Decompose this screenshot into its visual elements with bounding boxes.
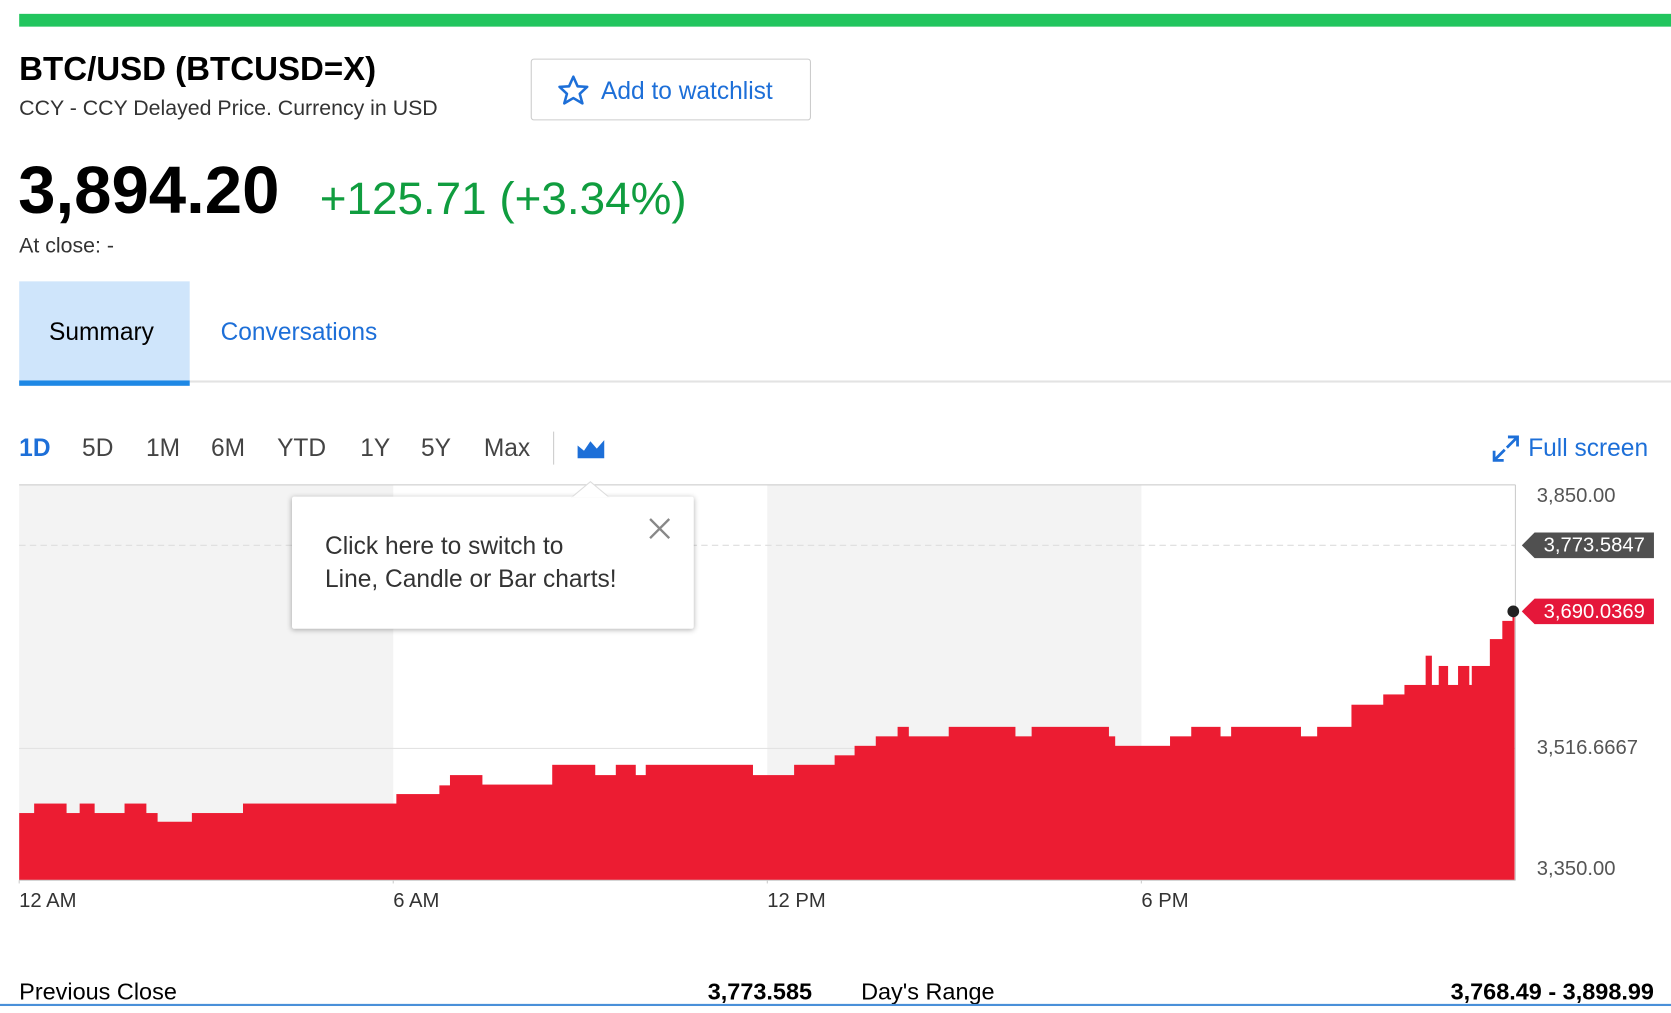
x-tick-label: 6 AM (393, 890, 439, 912)
area-step (439, 785, 451, 881)
area-step (65, 813, 81, 881)
range-button[interactable]: 1D (19, 433, 51, 462)
area-step (1438, 665, 1449, 881)
tooltip: Click here to switch to Line, Candle or … (291, 480, 694, 629)
area-step (1170, 736, 1192, 881)
top-bar (19, 13, 1671, 27)
area-step (834, 755, 856, 881)
range-button[interactable]: 1Y (360, 433, 391, 462)
price-tag (1521, 598, 1654, 625)
tooltip-caret (571, 480, 610, 498)
chart-type-icon[interactable] (577, 437, 607, 460)
area-step (1191, 726, 1221, 881)
area-step (93, 813, 126, 881)
area-step (1502, 620, 1515, 881)
area-step (1351, 704, 1384, 881)
area-step (615, 764, 636, 881)
range-button[interactable]: 1M (145, 433, 181, 462)
area-step (794, 764, 836, 881)
area-step (1468, 684, 1473, 881)
area-step (1114, 745, 1171, 881)
full-screen-icon[interactable] (1492, 435, 1520, 463)
title: BTC/USD (BTCUSD=X) (19, 50, 377, 88)
area-step (1383, 694, 1406, 881)
area-step (145, 813, 158, 881)
range-button[interactable]: 6M (211, 433, 246, 462)
area-step (1317, 726, 1353, 881)
price: 3,894.20 (18, 153, 280, 229)
tab-conversations[interactable]: Conversations (220, 317, 378, 346)
area-step (1300, 736, 1318, 881)
area-step (396, 794, 441, 881)
stat-value: 3,768.49 - 3,898.99 (1450, 978, 1654, 1005)
price-change: +125.71 (+3.34%) (319, 173, 687, 225)
tooltip-close[interactable] (648, 517, 671, 540)
tab-label: Summary (49, 317, 154, 346)
tooltip-line: Line, Candle or Bar charts! (325, 564, 617, 593)
area-step (1014, 736, 1033, 881)
area-step (594, 775, 617, 881)
area-step (1458, 665, 1470, 881)
area-step (481, 784, 553, 881)
area-step (875, 736, 899, 881)
area-step (752, 775, 795, 881)
area-step (1031, 726, 1109, 881)
area-step (1404, 684, 1427, 881)
area-step (79, 803, 95, 881)
watchlist-button[interactable]: Add to watchlist (530, 58, 811, 121)
star-icon (558, 75, 589, 105)
at-close: At close: - (19, 234, 114, 258)
x-tick-label: 12 PM (767, 890, 825, 912)
y-tick-label: 3,516.6667 (1537, 737, 1638, 759)
area-step (1489, 639, 1503, 881)
area-step (1219, 736, 1232, 881)
x-tick-label: 12 AM (19, 890, 76, 912)
range-button[interactable]: Max (483, 433, 531, 462)
area-step (635, 775, 647, 881)
area-step (1447, 684, 1459, 881)
stat-label: Previous Close (19, 978, 177, 1005)
area-step (897, 726, 909, 881)
bottom-divider (0, 1003, 1671, 1007)
range-button[interactable]: 5Y (420, 433, 451, 462)
area-step (191, 813, 244, 881)
tooltip-line: Click here to switch to (325, 531, 564, 560)
area-step (449, 775, 483, 881)
range-button[interactable]: 5D (82, 433, 114, 462)
stat-value: 3,773.585 (707, 978, 813, 1005)
area-step (854, 745, 877, 881)
price-tag (1521, 532, 1654, 559)
area-step (1425, 655, 1432, 881)
subtitle: CCY - CCY Delayed Price. Currency in USD (19, 96, 438, 121)
area-step (908, 736, 950, 881)
area-step (948, 726, 1016, 881)
area-step (1431, 684, 1440, 881)
range-button[interactable]: YTD (277, 433, 327, 462)
current-dot (1507, 605, 1520, 618)
price-tag-label: 3,773.5847 (1544, 535, 1645, 557)
full-screen[interactable]: Full screen (1528, 433, 1649, 462)
tab-summary[interactable]: Summary (19, 281, 190, 386)
area-step (1231, 726, 1301, 881)
price-tag-label: 3,690.0369 (1544, 601, 1645, 623)
area-step (19, 813, 35, 881)
area-step (552, 764, 596, 881)
watchlist-label: Add to watchlist (601, 76, 773, 105)
y-tick-label: 3,850.00 (1537, 485, 1616, 507)
range-separator (553, 431, 555, 465)
area-step (156, 821, 193, 881)
area-step (1108, 736, 1116, 881)
stat-label: Day's Range (861, 978, 995, 1005)
area-step (124, 803, 147, 881)
area-step (645, 764, 753, 881)
tab-divider (19, 380, 1671, 383)
area-step (34, 803, 67, 881)
area-step (242, 803, 397, 881)
area-step (1471, 665, 1491, 881)
x-tick-label: 6 PM (1141, 890, 1188, 912)
y-tick-label: 3,350.00 (1537, 858, 1616, 880)
